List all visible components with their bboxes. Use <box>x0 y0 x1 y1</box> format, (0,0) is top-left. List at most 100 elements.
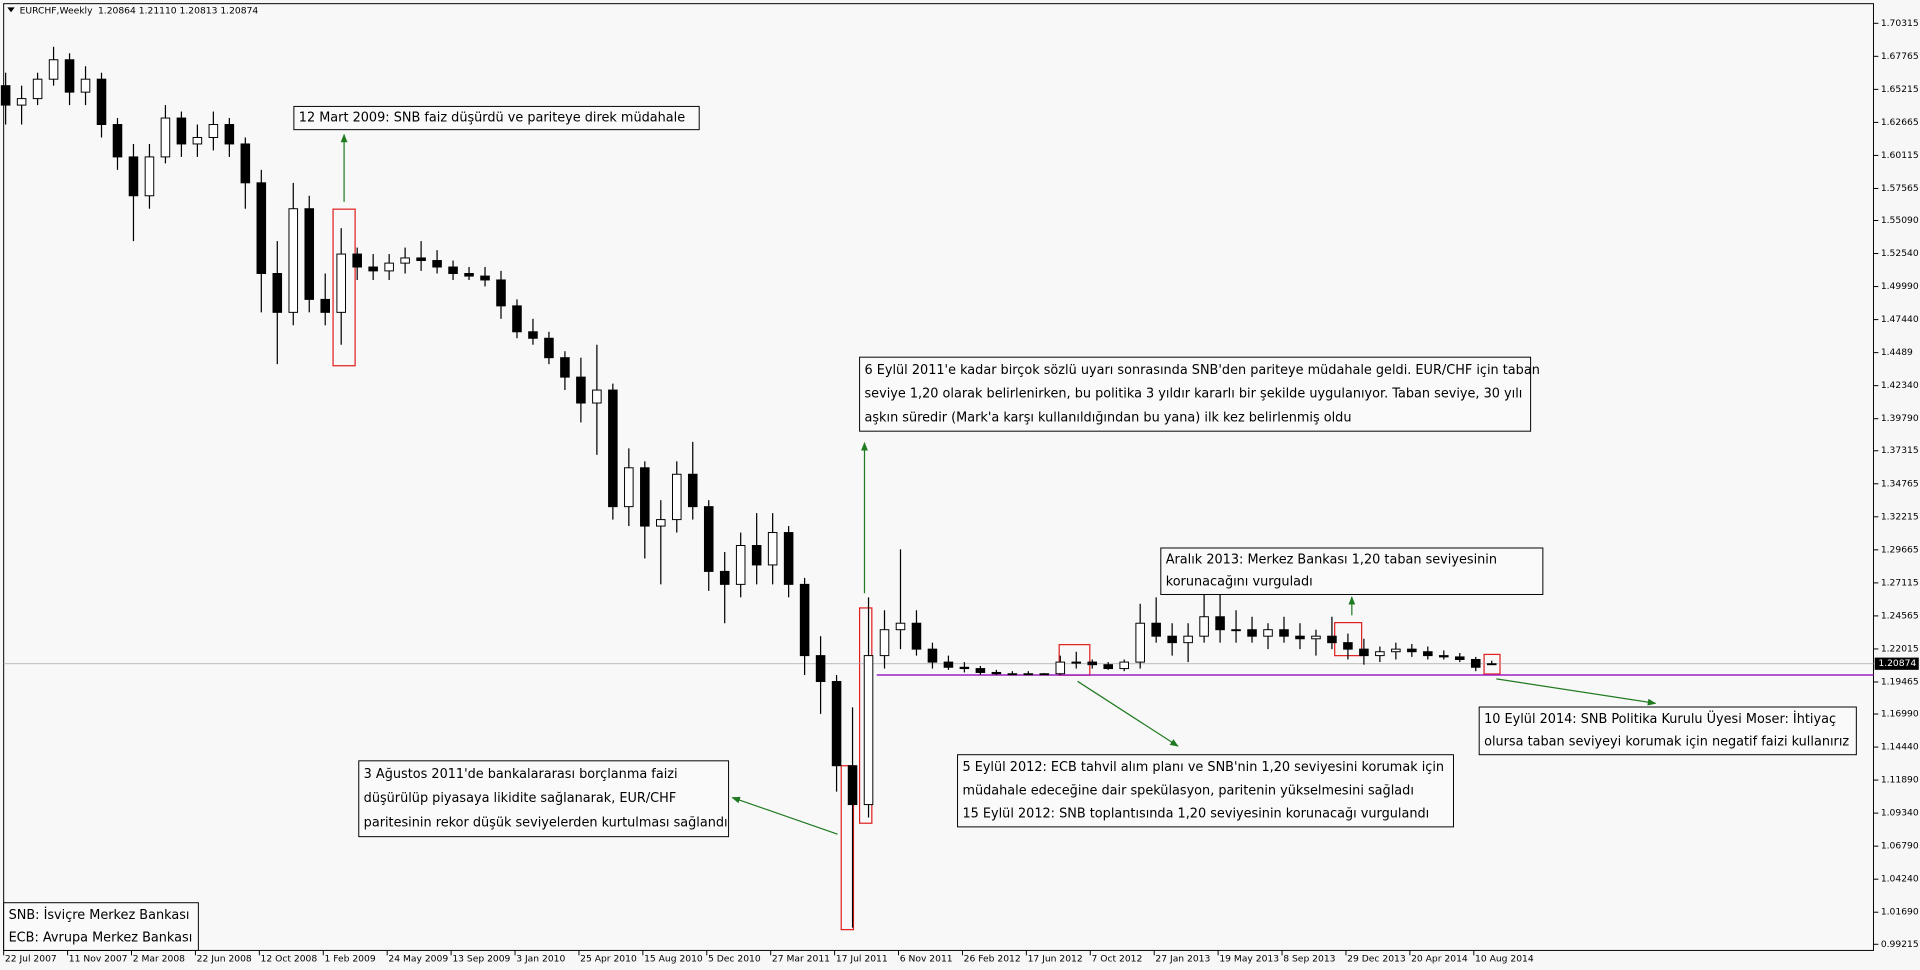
annotation-box <box>3 902 199 951</box>
annotation-box <box>1478 706 1857 756</box>
candle-body <box>512 305 522 333</box>
candle-body <box>1391 648 1401 653</box>
candle-body <box>352 253 362 268</box>
candle-body <box>1470 659 1481 668</box>
y-tick-label: 1.14440 <box>1881 742 1919 753</box>
annotation-text: olursa taban seviyeyi korumak için negat… <box>1484 735 1849 750</box>
chart-subtitle: 1.20864 1.21110 1.20813 1.20874 <box>98 6 258 17</box>
x-tick-label: 17 Jul 2011 <box>836 953 888 964</box>
annotation: 12 Mart 2009: SNB faiz düşürdü ve parite… <box>293 105 700 131</box>
x-tick-label: 7 Oct 2012 <box>1092 953 1143 964</box>
candle-body <box>608 389 618 508</box>
candle-body <box>192 136 203 145</box>
chart-title: EURCHF,Weekly <box>20 6 94 17</box>
candle-body <box>0 85 11 106</box>
y-tick-label: 1.60115 <box>1881 150 1919 161</box>
annotation-text: SNB: İsviçre Merkez Bankası <box>9 907 190 923</box>
candle-body <box>815 655 826 683</box>
y-tick-label: 1.09340 <box>1881 808 1919 819</box>
candle-body <box>831 681 842 767</box>
candle-body <box>528 331 538 339</box>
x-tick-label: 15 Aug 2010 <box>644 953 703 964</box>
candle-body <box>735 545 746 585</box>
candle-body <box>1375 651 1385 657</box>
y-tick-label: 0.99215 <box>1881 939 1919 950</box>
annotation-text: aşkın süredir (Mark'a karşı kullanıldığı… <box>864 411 1351 426</box>
y-tick-label: 1.29665 <box>1881 544 1919 555</box>
candle-body <box>1327 635 1337 644</box>
y-tick-label: 1.52540 <box>1881 248 1919 259</box>
plot-frame <box>3 3 1874 951</box>
candle-body <box>1486 663 1497 666</box>
candle-body <box>719 570 730 585</box>
y-tick-label: 1.55090 <box>1881 215 1919 226</box>
candle-body <box>496 279 506 307</box>
candle-body <box>256 182 267 274</box>
candle-body <box>1007 673 1018 676</box>
x-tick-label: 19 May 2013 <box>1219 953 1279 964</box>
y-tick-label: 1.62665 <box>1881 117 1919 128</box>
candle-body <box>1455 656 1465 660</box>
candle-body <box>16 98 27 106</box>
candle-body <box>432 260 442 268</box>
candle-body <box>112 124 123 158</box>
y-tick-label: 1.32215 <box>1881 511 1919 522</box>
candle-body <box>1231 629 1241 632</box>
annotation-text: 5 Eylül 2012: ECB tahvil alım planı ve S… <box>962 760 1444 775</box>
y-tick-label: 1.4489 <box>1881 347 1913 358</box>
annotation: Aralık 2013: Merkez Bankası 1,20 taban s… <box>1160 547 1544 595</box>
menu-triangle <box>7 7 15 13</box>
y-tick-label: 1.39790 <box>1881 413 1919 424</box>
candle-body <box>1199 616 1209 637</box>
highlight-box <box>840 765 855 931</box>
y-tick-label: 1.34765 <box>1881 478 1919 489</box>
y-tick-label: 1.06790 <box>1881 841 1919 852</box>
annotation-text: müdahale edeceğine dair spekülasyon, par… <box>962 783 1413 798</box>
candle-body <box>64 59 75 93</box>
candle-body <box>640 467 650 527</box>
candle-body <box>1215 616 1225 631</box>
y-tick-label: 1.67765 <box>1881 51 1919 62</box>
candle-body <box>1359 648 1369 657</box>
x-tick-label: 12 Oct 2008 <box>261 953 318 964</box>
y-tick-label: 1.70315 <box>1881 18 1919 29</box>
candle-body <box>943 661 954 668</box>
annotation-text: korunacağını vurguladı <box>1166 575 1313 590</box>
annotation-box <box>1160 547 1544 595</box>
candle-body <box>911 622 922 650</box>
x-tick-label: 6 Nov 2011 <box>900 953 953 964</box>
candle-body <box>368 266 378 272</box>
candle-body <box>480 275 490 281</box>
x-tick-label: 29 Dec 2013 <box>1347 953 1406 964</box>
candle-body <box>703 506 714 572</box>
candle-body <box>767 532 778 566</box>
candle-body <box>592 389 602 404</box>
arrows <box>340 133 1657 835</box>
candle-body <box>1263 629 1273 637</box>
current-price-tag <box>1874 657 1919 670</box>
candle-body <box>1103 664 1113 670</box>
candle-body <box>927 648 938 663</box>
x-tick-label: 27 Mar 2011 <box>772 953 830 964</box>
candle-body <box>1295 635 1305 640</box>
candle-body <box>687 473 698 508</box>
candle-body <box>208 124 219 138</box>
candle-body <box>1247 629 1257 637</box>
candle-body <box>1311 635 1321 640</box>
candle-body <box>1023 673 1034 676</box>
y-tick-label: 1.16990 <box>1881 709 1919 720</box>
annotation-text: Aralık 2013: Merkez Bankası 1,20 taban s… <box>1166 553 1497 568</box>
candle-body <box>1407 648 1417 653</box>
candle-body <box>1439 655 1449 658</box>
candle-body <box>751 545 762 566</box>
candle-body <box>991 671 1002 675</box>
x-tick-label: 5 Dec 2010 <box>708 953 761 964</box>
y-tick-label: 1.47440 <box>1881 314 1919 325</box>
candle-body <box>416 257 426 262</box>
candle-body <box>96 78 107 126</box>
candle-body <box>320 298 331 313</box>
annotation-text: ECB: Avrupa Merkez Bankası <box>9 930 193 945</box>
candle-body <box>288 208 299 313</box>
candle-body <box>576 376 586 404</box>
